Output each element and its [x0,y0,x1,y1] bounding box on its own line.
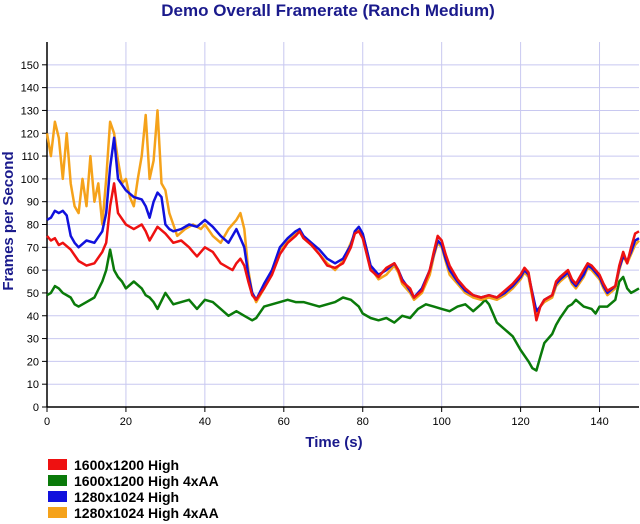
grid-lines [47,42,639,407]
y-tick-label: 50 [27,288,39,300]
legend-swatch-1600x1200-high-4xaa [48,475,67,486]
y-tick-label: 0 [33,402,39,414]
y-tick-label: 70 [27,242,39,254]
y-tick-label: 40 [27,311,39,323]
legend-label-1280x1024-high: 1280x1024 High [74,489,179,505]
x-tick-label: 0 [44,416,50,428]
y-axis-label: Frames per Second [0,151,17,290]
y-tick-label: 30 [27,334,39,346]
legend-swatch-1280x1024-high [48,491,67,502]
y-tick-label: 140 [21,83,39,95]
x-tick-label: 60 [278,416,290,428]
legend-label-1600x1200-high-4xaa: 1600x1200 High 4xAA [74,473,219,489]
x-tick-label: 20 [120,416,132,428]
y-tick-label: 20 [27,356,39,368]
chart-title: Demo Overall Framerate (Ranch Medium) [161,1,494,20]
axes: 0 20 40 60 80 100 120 140 0 10 20 30 40 50 60 70 80 90 100… [21,42,639,428]
series-line-1280x1024-high-4xaa [45,109,640,318]
y-tick-label: 100 [21,174,39,186]
x-axis-label: Time (s) [305,434,362,451]
y-tick-label: 120 [21,128,39,140]
y-tick-label: 90 [27,197,39,209]
y-tick-label: 150 [21,60,39,72]
x-tick-label: 140 [590,416,608,428]
legend-swatch-1600x1200-high [48,459,67,470]
y-tick-label: 80 [27,220,39,232]
series-lines [45,109,640,372]
x-tick-label: 80 [357,416,369,428]
y-tick-label: 60 [27,265,39,277]
y-tick-label: 10 [27,379,39,391]
x-tick-label: 40 [199,416,211,428]
legend-swatch-1280x1024-high-4xaa [48,507,67,518]
x-tick-label: 120 [511,416,529,428]
legend-label-1280x1024-high-4xaa: 1280x1024 High 4xAA [74,505,219,521]
y-tick-label: 130 [21,105,39,117]
x-tick-label: 100 [432,416,450,428]
y-tick-label: 110 [21,151,39,163]
series-line-1600x1200-high-4xaa [46,248,640,372]
legend-label-1600x1200-high: 1600x1200 High [74,457,179,473]
series-line-1600x1200-high [46,182,640,322]
